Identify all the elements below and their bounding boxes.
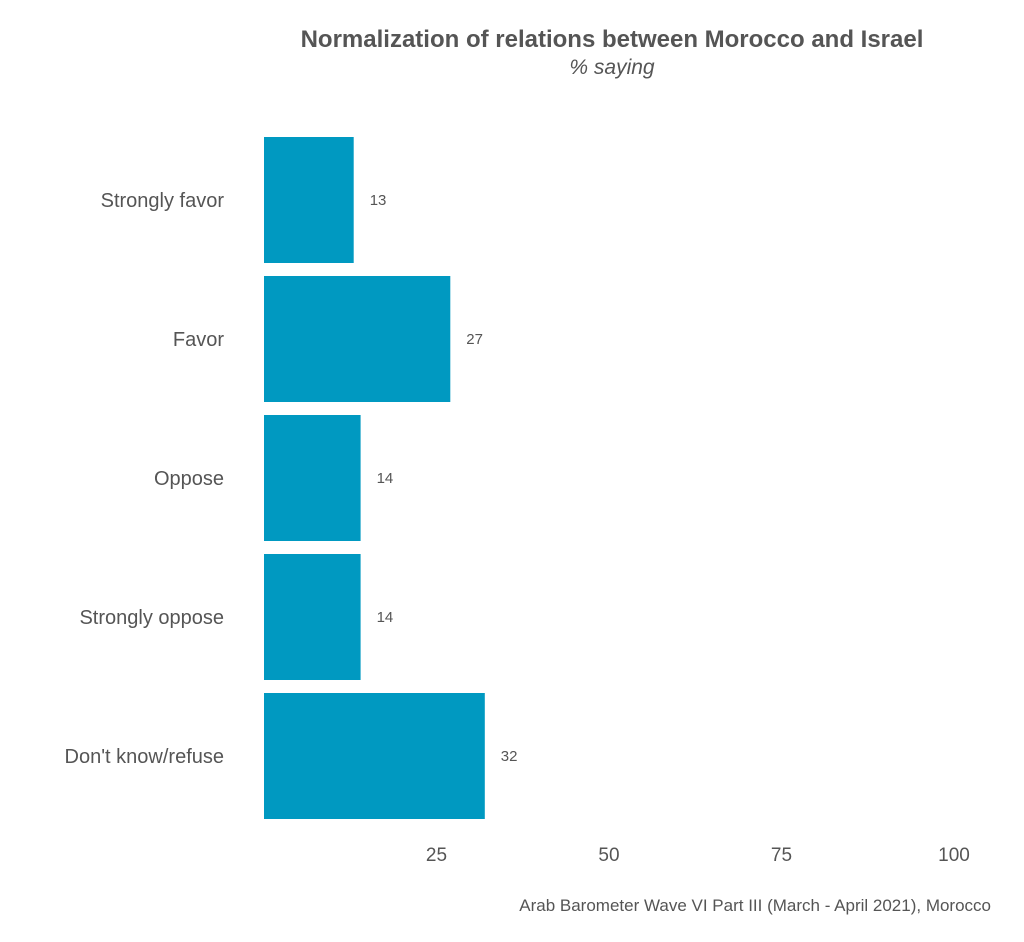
chart-subtitle: % saying <box>569 56 655 79</box>
x-tick-label: 75 <box>771 845 792 866</box>
chart-title-block: Normalization of relations between Moroc… <box>262 26 962 80</box>
chart-caption: Arab Barometer Wave VI Part III (March -… <box>519 896 991 915</box>
x-tick-label: 25 <box>426 845 447 866</box>
category-label: Strongly oppose <box>79 607 224 629</box>
bar <box>264 276 451 402</box>
category-label: Favor <box>173 329 224 351</box>
bar <box>264 554 361 680</box>
value-label: 14 <box>377 609 394 626</box>
x-tick-label: 100 <box>938 845 970 866</box>
bar <box>264 415 361 541</box>
chart-title: Normalization of relations between Moroc… <box>300 26 924 53</box>
value-label: 14 <box>377 470 394 487</box>
value-label: 27 <box>466 331 483 348</box>
category-label: Strongly favor <box>101 190 225 212</box>
value-label: 13 <box>370 192 387 209</box>
category-label: Don't know/refuse <box>65 746 224 768</box>
bar-chart: Strongly favor 13 Favor 27 Oppose 14 Strongly … <box>65 137 970 866</box>
bar <box>264 693 485 819</box>
x-tick-label: 50 <box>598 845 619 866</box>
bar <box>264 137 354 263</box>
value-label: 32 <box>501 748 518 765</box>
category-label: Oppose <box>154 468 224 490</box>
